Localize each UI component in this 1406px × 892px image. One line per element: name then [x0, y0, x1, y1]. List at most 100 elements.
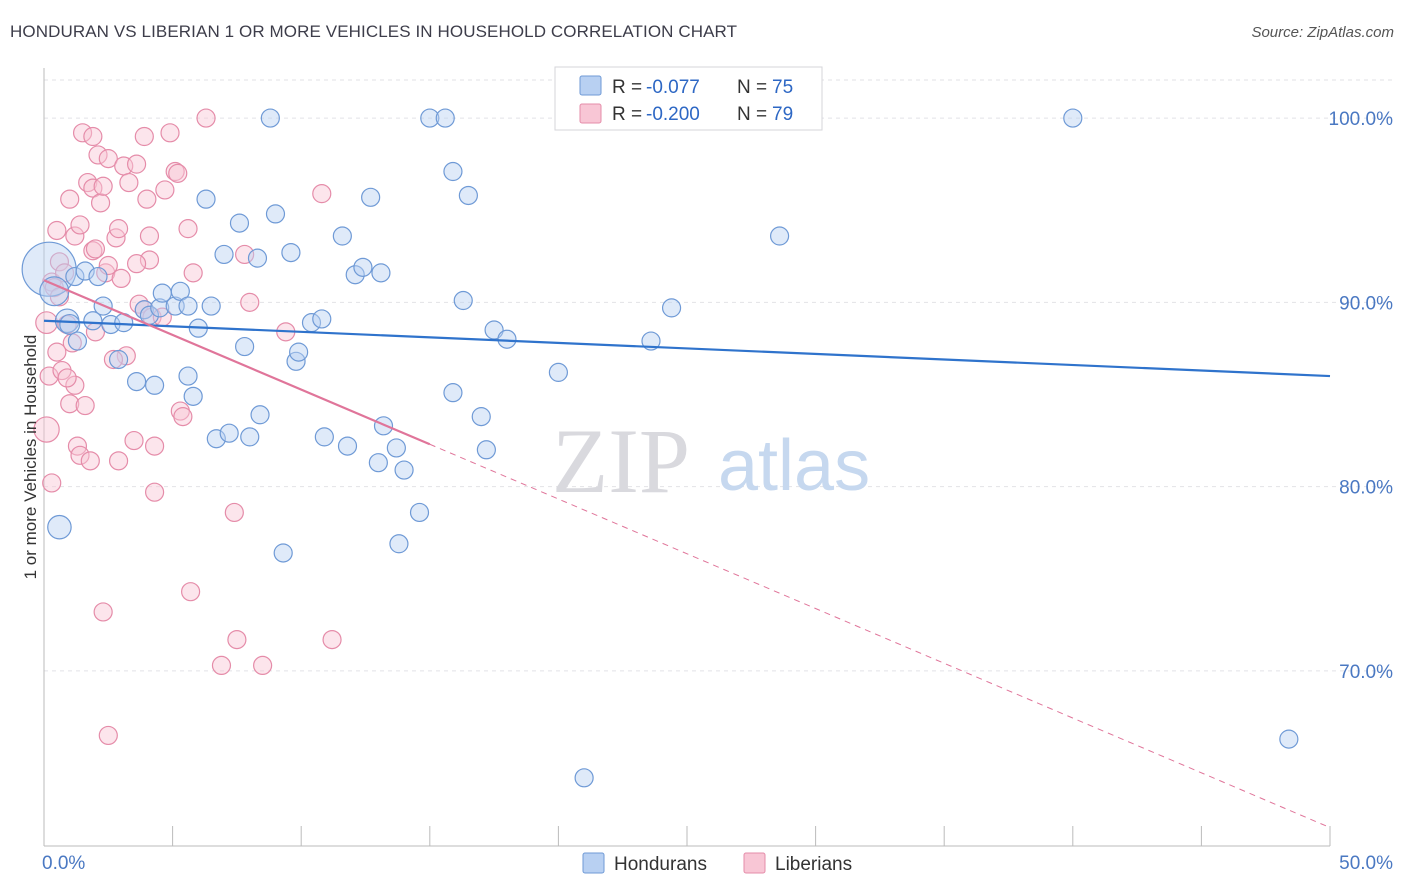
hondurans-point	[178, 296, 198, 316]
hondurans-trend-line	[43, 319, 1331, 378]
liberians-point	[47, 220, 67, 241]
source-credit: Source: ZipAtlas.com	[1251, 24, 1394, 41]
hondurans-point	[59, 313, 81, 335]
liberians-point	[211, 655, 232, 676]
legend-n-label: N =	[737, 104, 772, 125]
liberians-point	[65, 226, 85, 246]
watermark: ZIP atlas	[552, 410, 870, 512]
hondurans-point	[260, 108, 280, 128]
liberians-point	[42, 473, 62, 493]
hondurans-point	[1063, 108, 1083, 128]
legend-correlation: R = -0.077 N = 75 R = -0.200 N = 79	[554, 66, 823, 131]
hondurans-point	[289, 342, 309, 362]
hondurans-point	[394, 460, 414, 480]
hondurans-point	[65, 266, 85, 287]
hondurans-point	[574, 768, 594, 788]
hondurans-point	[361, 187, 381, 207]
hondurans-point	[134, 300, 154, 320]
liberians-point	[57, 368, 77, 388]
legend-r-value: -0.200	[646, 104, 700, 125]
liberians-point	[312, 184, 332, 204]
hondurans-point	[641, 331, 661, 351]
hondurans-point	[769, 226, 790, 246]
liberians-point	[124, 430, 144, 451]
hondurans-points	[21, 108, 1299, 788]
hondurans-point	[312, 309, 332, 329]
hondurans-point	[373, 416, 394, 436]
x-tick-label: 0.0%	[42, 853, 85, 874]
liberians-point	[196, 108, 216, 128]
watermark-atlas: atlas	[718, 426, 870, 506]
y-axis-label: 1 or more Vehicles in Household	[21, 335, 40, 580]
liberians-point	[235, 244, 255, 265]
hondurans-point	[443, 161, 463, 182]
liberians-point	[137, 189, 157, 209]
liberians-point	[33, 416, 60, 443]
tick-labels: 70.0% 80.0% 90.0% 100.0% 0.0% 50.0%	[42, 109, 1393, 874]
liberians-point	[85, 239, 106, 259]
watermark-zip: ZIP	[552, 410, 690, 512]
hondurans-point	[368, 453, 388, 473]
hondurans-point	[108, 349, 129, 370]
liberians-point	[98, 725, 118, 746]
liberians-point	[253, 655, 273, 676]
hondurans-point	[144, 375, 165, 395]
liberians-point	[108, 451, 129, 471]
hondurans-point	[196, 189, 216, 209]
y-tick-label: 80.0%	[1339, 478, 1393, 499]
liberians-point	[60, 394, 80, 414]
hondurans-point	[1279, 729, 1299, 749]
hondurans-point	[67, 331, 88, 351]
hondurans-point	[332, 226, 352, 246]
liberians-point	[119, 172, 139, 193]
hondurans-point	[443, 383, 463, 403]
hondurans-point	[281, 243, 301, 263]
hondurans-point	[453, 290, 473, 311]
legend-liberians-label: Liberians	[775, 854, 852, 875]
hondurans-point	[219, 423, 239, 443]
hondurans-point	[435, 108, 455, 128]
liberians-point	[98, 149, 118, 169]
x-tick-label: 50.0%	[1339, 853, 1393, 874]
hondurans-point	[345, 265, 365, 285]
hondurans-point	[371, 263, 391, 283]
legend-swatch-pink	[579, 103, 602, 124]
y-tick-label: 70.0%	[1339, 662, 1393, 683]
legend-hondurans-swatch	[582, 852, 605, 874]
chart-title: HONDURAN VS LIBERIAN 1 OR MORE VEHICLES …	[10, 22, 738, 41]
hondurans-point	[314, 427, 334, 447]
liberians-point	[183, 263, 203, 283]
hondurans-point	[183, 386, 203, 406]
legend-n-value: 79	[772, 104, 793, 125]
liberians-point	[178, 219, 198, 239]
hondurans-point	[471, 407, 491, 427]
legend-hondurans-label: Hondurans	[614, 854, 707, 875]
liberians-point	[134, 126, 154, 147]
trend-lines	[43, 279, 1331, 829]
hondurans-point	[88, 266, 108, 287]
legend-series: Hondurans Liberians	[582, 852, 852, 875]
liberians-point	[93, 602, 113, 622]
hondurans-point	[476, 440, 496, 460]
hondurans-point	[386, 438, 406, 458]
liberians-point	[72, 123, 93, 143]
liberians-point	[111, 268, 131, 288]
liberians-points	[33, 108, 342, 746]
liberians-trend-extension	[429, 443, 1331, 829]
liberians-point	[227, 629, 247, 650]
legend-liberians-swatch	[743, 852, 766, 874]
hondurans-point	[458, 185, 478, 206]
liberians-point	[83, 126, 103, 147]
liberians-point	[103, 349, 124, 370]
liberians-point	[80, 451, 100, 471]
liberians-point	[155, 180, 175, 200]
liberians-point	[70, 215, 90, 235]
hondurans-point	[201, 296, 221, 316]
liberians-point	[139, 250, 160, 270]
legend-n-value: 75	[772, 77, 793, 98]
hondurans-point	[265, 204, 286, 224]
hondurans-point	[170, 281, 190, 301]
hondurans-point	[47, 514, 72, 540]
liberians-point	[70, 445, 90, 465]
